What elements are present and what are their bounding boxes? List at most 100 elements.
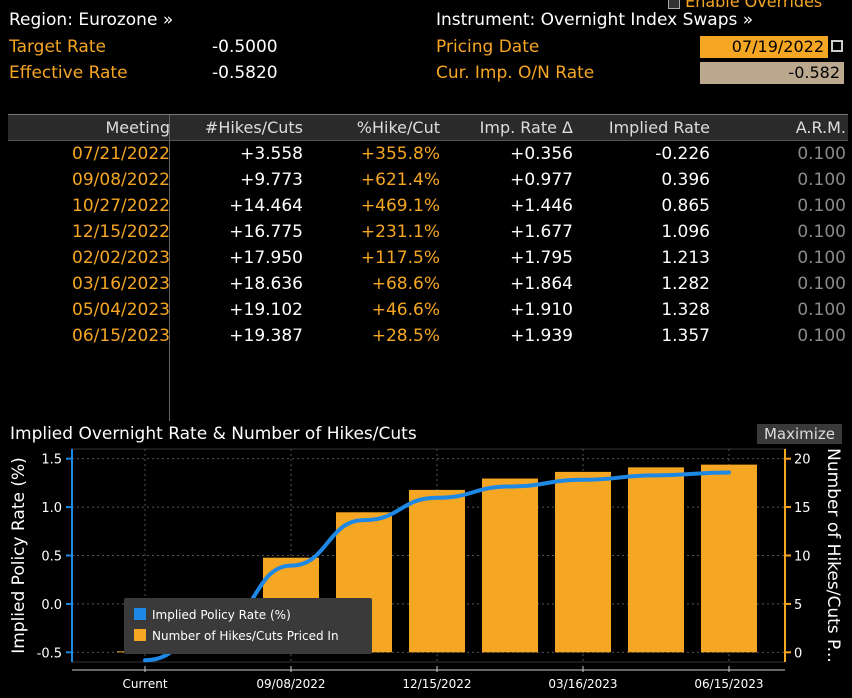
x-tick-label: Current	[122, 677, 167, 691]
cell-meeting-date: 06/15/2023	[72, 326, 170, 346]
cell-implied-rate: 1.328	[661, 300, 710, 320]
y-tick-label-right: 20	[794, 453, 811, 468]
cell-arm: 0.100	[797, 222, 846, 242]
col-imp-rate-delta[interactable]: Imp. Rate Δ	[479, 118, 573, 137]
maximize-button[interactable]: Maximize	[757, 424, 842, 444]
cell-imp-rate-delta: +1.446	[510, 196, 573, 216]
col-pct-hike-cut[interactable]: %Hike/Cut	[356, 118, 440, 137]
cell-imp-rate-delta: +0.977	[510, 170, 573, 190]
y-axis-label-right: Number of Hikes/Cuts P...	[823, 448, 843, 663]
plot-area	[71, 448, 786, 663]
table-row[interactable]: 07/21/2022 +3.558 +355.8% +0.356 -0.226 0.100	[8, 141, 848, 167]
legend-box	[124, 598, 372, 654]
x-tick-label: 09/08/2022	[256, 677, 325, 691]
cell-meeting-date: 05/04/2023	[72, 300, 170, 320]
cell-pct-hike-cut: +28.5%	[371, 326, 440, 346]
y-tick-label-left: 0.5	[41, 550, 62, 565]
cell-hikes-cuts: +3.558	[240, 144, 303, 164]
cell-imp-rate-delta: +0.356	[510, 144, 573, 164]
series-line	[143, 470, 731, 663]
cell-implied-rate: 1.357	[661, 326, 710, 346]
cell-hikes-cuts: +16.775	[229, 222, 303, 242]
table-row[interactable]: 12/15/2022 +16.775 +231.1% +1.677 1.096 0.100	[8, 219, 848, 245]
x-tick-label: 03/16/2023	[548, 677, 617, 691]
bar	[555, 471, 611, 653]
cell-arm: 0.100	[797, 248, 846, 268]
cur-imp-rate-value: -0.582	[788, 63, 840, 82]
cell-hikes-cuts: +19.387	[229, 326, 303, 346]
table-header: Meeting #Hikes/Cuts %Hike/Cut Imp. Rate …	[8, 115, 848, 141]
cell-pct-hike-cut: +68.6%	[371, 274, 440, 294]
cell-pct-hike-cut: +117.5%	[360, 248, 440, 268]
cell-meeting-date: 12/15/2022	[72, 222, 170, 242]
cell-imp-rate-delta: +1.910	[510, 300, 573, 320]
chart-title: Implied Overnight Rate & Number of Hikes…	[10, 424, 417, 444]
col-implied-rate[interactable]: Implied Rate	[608, 118, 710, 137]
cell-hikes-cuts: +9.773	[240, 170, 303, 190]
bar	[336, 512, 392, 653]
bar	[628, 467, 684, 653]
meetings-table: Meeting #Hikes/Cuts %Hike/Cut Imp. Rate …	[8, 114, 848, 421]
table-row[interactable]: 02/02/2023 +17.950 +117.5% +1.795 1.213 0.100	[8, 245, 848, 271]
bar	[190, 617, 246, 653]
col-arm[interactable]: A.R.M.	[795, 118, 846, 137]
cell-implied-rate: 1.213	[661, 248, 710, 268]
bar	[701, 464, 757, 653]
cell-arm: 0.100	[797, 144, 846, 164]
legend-label-bar: Number of Hikes/Cuts Priced In	[152, 629, 339, 643]
legend-swatch-bar	[134, 629, 146, 641]
cell-meeting-date: 10/27/2022	[72, 196, 170, 216]
table-row[interactable]: 06/15/2023 +19.387 +28.5% +1.939 1.357 0.100	[8, 323, 848, 349]
cell-hikes-cuts: +19.102	[229, 300, 303, 320]
table-row[interactable]: 10/27/2022 +14.464 +469.1% +1.446 0.865 0.100	[8, 193, 848, 219]
cell-meeting-date: 03/16/2023	[72, 274, 170, 294]
table-divider	[169, 115, 170, 421]
cell-arm: 0.100	[797, 170, 846, 190]
pricing-date-label: Pricing Date	[436, 37, 540, 57]
cell-hikes-cuts: +14.464	[229, 196, 303, 216]
table-row[interactable]: 05/04/2023 +19.102 +46.6% +1.910 1.328 0.100	[8, 297, 848, 323]
bar	[409, 489, 465, 653]
bar	[117, 651, 173, 653]
cell-meeting-date: 07/21/2022	[72, 144, 170, 164]
y-axis-label-left: Implied Policy Rate (%)	[9, 457, 29, 654]
col-hikes-cuts[interactable]: #Hikes/Cuts	[204, 118, 303, 137]
bar	[482, 478, 538, 653]
region-selector[interactable]: Region: Eurozone »	[9, 10, 174, 30]
table-row[interactable]: 03/16/2023 +18.636 +68.6% +1.864 1.282 0.100	[8, 271, 848, 297]
enable-overrides-checkbox[interactable]: Enable Overrides	[668, 0, 822, 11]
pricing-date-input[interactable]: 07/19/2022	[700, 36, 828, 58]
cell-arm: 0.100	[797, 326, 846, 346]
y-tick-label-right: 5	[794, 598, 802, 613]
y-tick-label-left: 0.0	[41, 598, 62, 613]
cell-imp-rate-delta: +1.677	[510, 222, 573, 242]
calendar-icon[interactable]	[831, 40, 843, 52]
target-rate-label: Target Rate	[9, 37, 106, 57]
cell-implied-rate: 0.396	[661, 170, 710, 190]
y-tick-label-left: 1.0	[41, 501, 62, 516]
legend-swatch-line	[134, 608, 146, 620]
cell-implied-rate: 0.865	[661, 196, 710, 216]
cell-arm: 0.100	[797, 300, 846, 320]
cell-hikes-cuts: +17.950	[229, 248, 303, 268]
cell-arm: 0.100	[797, 274, 846, 294]
col-meeting[interactable]: Meeting	[105, 118, 170, 137]
enable-overrides-label: Enable Overrides	[685, 0, 823, 11]
effective-rate-value: -0.5820	[212, 63, 278, 83]
cell-pct-hike-cut: +469.1%	[360, 196, 440, 216]
y-tick-label-left: -0.5	[37, 646, 62, 661]
cell-pct-hike-cut: +231.1%	[360, 222, 440, 242]
instrument-selector[interactable]: Instrument: Overnight Index Swaps »	[436, 10, 754, 30]
cur-imp-rate-label: Cur. Imp. O/N Rate	[436, 63, 595, 83]
cell-pct-hike-cut: +355.8%	[360, 144, 440, 164]
cell-imp-rate-delta: +1.864	[510, 274, 573, 294]
effective-rate-label: Effective Rate	[9, 63, 128, 83]
legend-label-line: Implied Policy Rate (%)	[152, 608, 291, 622]
cell-arm: 0.100	[797, 196, 846, 216]
cell-hikes-cuts: +18.636	[229, 274, 303, 294]
cell-imp-rate-delta: +1.939	[510, 326, 573, 346]
cell-implied-rate: -0.226	[655, 144, 710, 164]
table-row[interactable]: 09/08/2022 +9.773 +621.4% +0.977 0.396 0.100	[8, 167, 848, 193]
cell-implied-rate: 1.096	[661, 222, 710, 242]
cell-pct-hike-cut: +46.6%	[371, 300, 440, 320]
